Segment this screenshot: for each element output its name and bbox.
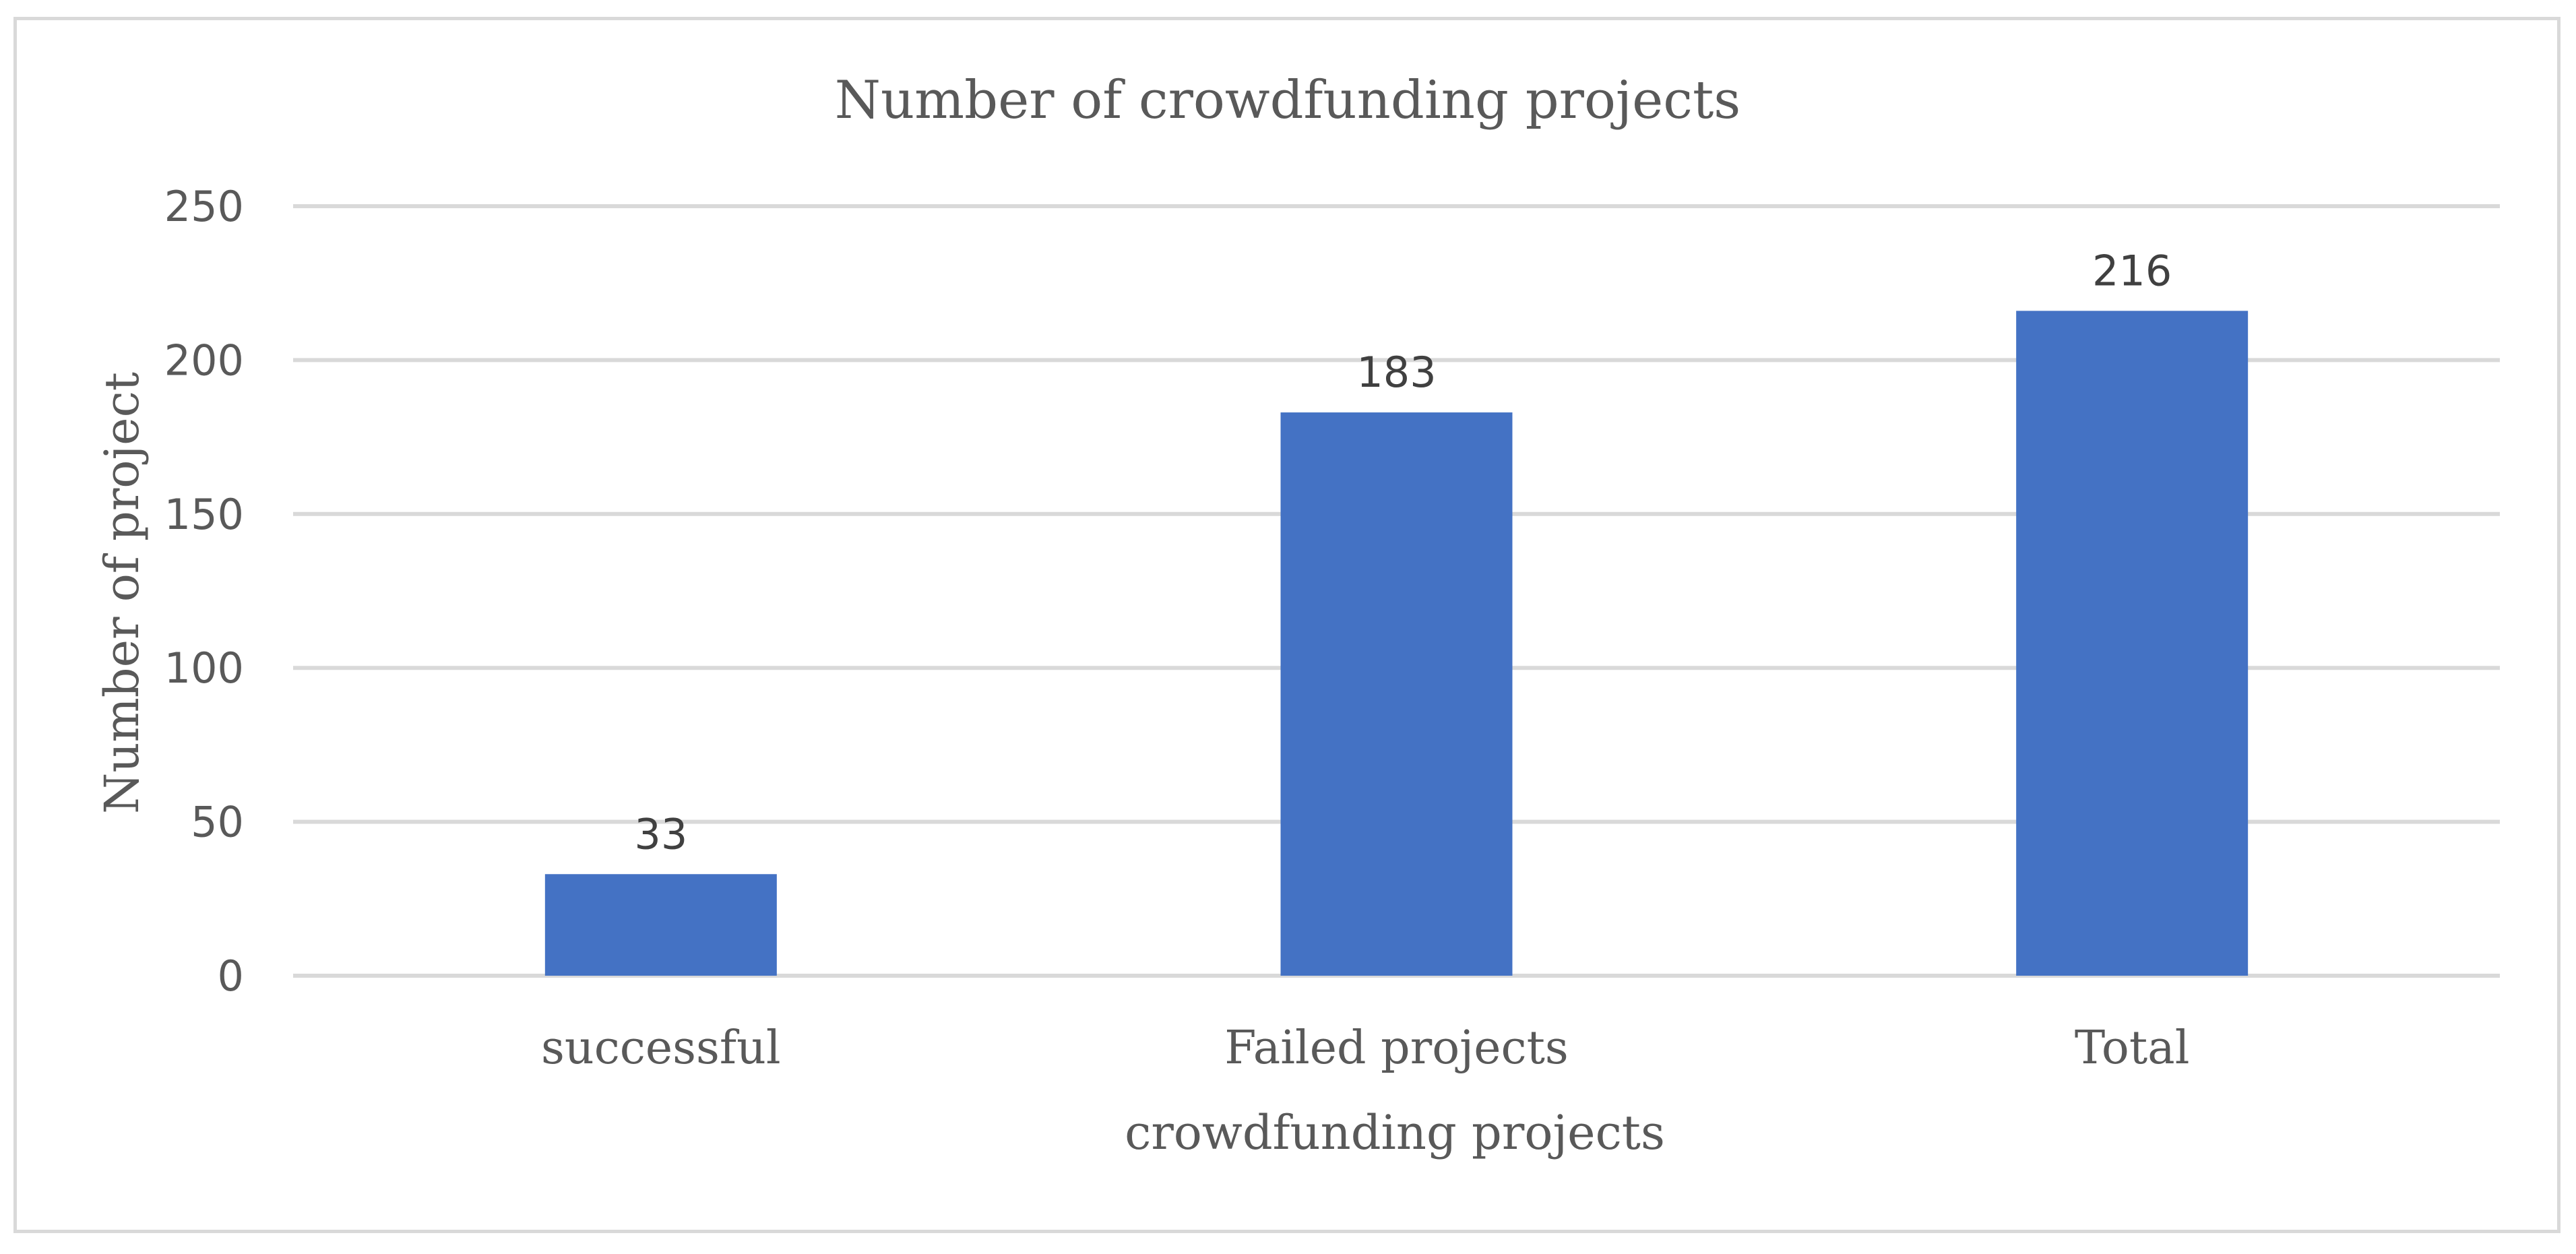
y-axis-ticks: 0 50 100 150 200 250 (164, 182, 244, 1001)
y-tick-label: 50 (191, 798, 244, 847)
data-label: 33 (634, 809, 687, 858)
bar (2016, 311, 2249, 976)
y-tick-label: 200 (164, 336, 244, 385)
x-category-label: successful (541, 1022, 781, 1075)
data-label: 216 (2092, 246, 2172, 295)
data-labels: 33 183 216 (634, 246, 2172, 858)
bar (1280, 412, 1513, 976)
y-tick-label: 100 (164, 644, 244, 693)
data-label: 183 (1356, 348, 1436, 397)
y-tick-label: 150 (164, 490, 244, 539)
x-axis-title: crowdfunding projects (1125, 1105, 1665, 1160)
bar (544, 874, 777, 976)
x-category-label: Failed projects (1224, 1022, 1569, 1075)
x-category-label: Total (2075, 1022, 2190, 1075)
x-axis-categories: successful Failed projects Total (541, 1022, 2189, 1075)
y-tick-label: 0 (218, 951, 244, 1001)
y-tick-label: 250 (164, 182, 244, 231)
bars (544, 311, 2249, 976)
y-axis-title: Number of project (94, 372, 150, 814)
chart-title: Number of crowdfunding projects (835, 70, 1741, 131)
